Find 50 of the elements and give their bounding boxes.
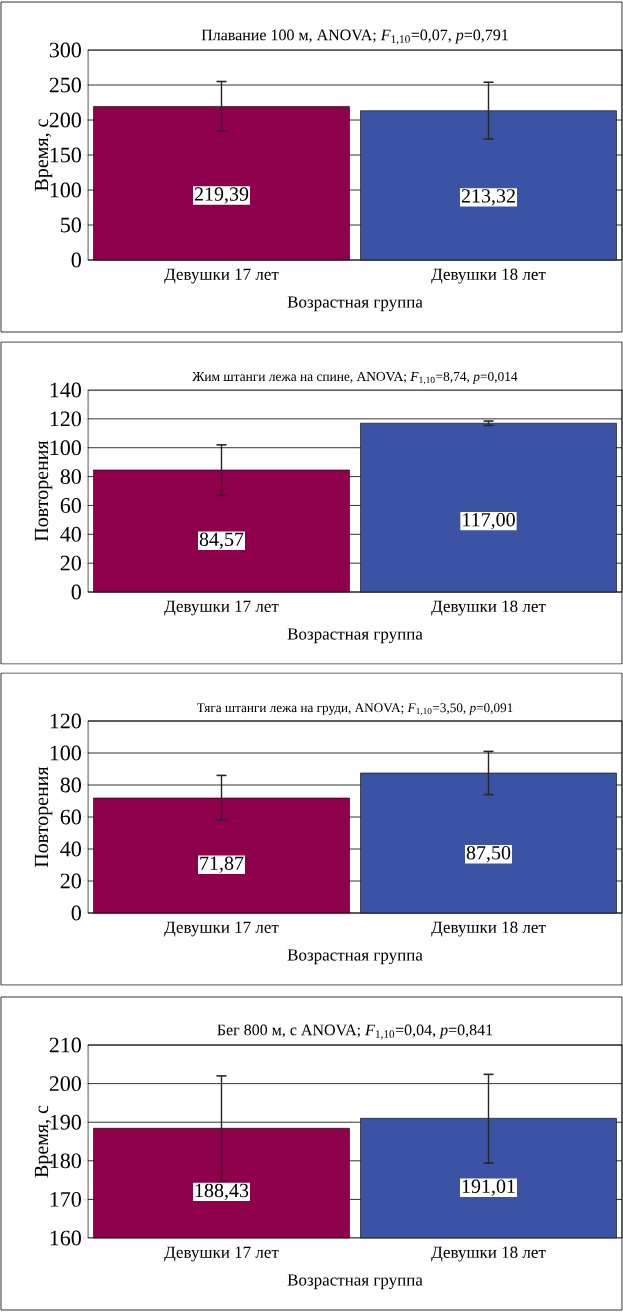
x-axis-title: Возрастная группа xyxy=(287,949,423,965)
data-label: 213,32 xyxy=(461,189,515,206)
y-tick-label: 40 xyxy=(60,841,81,857)
y-tick-label: 200 xyxy=(49,1076,81,1092)
y-tick-label: 50 xyxy=(61,217,81,233)
y-tick-label: 160 xyxy=(50,1230,81,1246)
data-label: 71,87 xyxy=(200,856,244,873)
x-tick-label: Девушки 17 лет xyxy=(164,1246,279,1262)
y-tick-label: 60 xyxy=(60,809,81,825)
x-tick-label: Девушки 18 лет xyxy=(431,600,546,616)
y-tick-label: 300 xyxy=(49,42,81,58)
x-tick-label: Девушки 17 лет xyxy=(164,268,279,284)
y-tick-label: 0 xyxy=(71,252,81,268)
y-axis-title: Повторения xyxy=(34,766,53,868)
y-tick-label: 120 xyxy=(50,411,81,427)
y-axis-title: Время, с xyxy=(34,1105,53,1178)
chart-title: Бег 800 м, с ANOVA; F$_{1,10}$=0,04, p=0,841 xyxy=(217,1024,493,1040)
data-label: 84,57 xyxy=(199,532,244,549)
y-tick-label: 170 xyxy=(50,1191,81,1207)
y-tick-label: 180 xyxy=(50,1153,81,1169)
y-tick-label: 140 xyxy=(50,382,81,398)
x-tick-label: Девушки 17 лет xyxy=(164,600,279,616)
y-tick-label: 20 xyxy=(60,555,81,571)
y-tick-label: 60 xyxy=(60,498,81,513)
y-tick-label: 20 xyxy=(60,873,81,889)
y-tick-label: 0 xyxy=(71,584,81,600)
y-tick-label: 80 xyxy=(60,469,81,485)
chart-title: Плавание 100 м, ANOVA; F$_{1,10}$=0,07, p=0,791 xyxy=(201,29,508,45)
y-tick-label: 80 xyxy=(60,777,81,793)
data-label: 219,39 xyxy=(194,187,249,204)
x-tick-label: Девушки 18 лет xyxy=(431,1246,546,1262)
y-tick-label: 0 xyxy=(71,905,81,921)
y-tick-label: 190 xyxy=(50,1114,81,1130)
y-tick-label: 210 xyxy=(49,1037,81,1053)
data-label: 87,50 xyxy=(466,846,511,863)
x-axis-title: Возрастная группа xyxy=(287,628,423,644)
y-tick-label: 120 xyxy=(50,713,81,729)
x-axis-title: Возрастная группа xyxy=(287,1274,423,1290)
y-tick-label: 250 xyxy=(49,77,81,93)
x-axis-title: Возрастная группа xyxy=(287,296,423,312)
chart-title: Тяга штанги лежа на груди, ANOVA; F$_{1,10}$=3,50, p=0,091 xyxy=(196,703,513,716)
chart-title: Жим штанги лежа на спине, ANOVA; F$_{1,10}$=8,74, p=0,014 xyxy=(192,371,518,385)
x-tick-label: Девушки 17 лет xyxy=(164,921,279,937)
x-tick-label: Девушки 18 лет xyxy=(431,268,546,284)
data-label: 117,00 xyxy=(463,512,515,530)
y-tick-label: 40 xyxy=(60,526,81,542)
data-label: 188,43 xyxy=(195,1183,249,1201)
x-tick-label: Девушки 18 лет xyxy=(431,921,546,937)
data-label: 191,01 xyxy=(462,1179,515,1196)
y-tick-label: 100 xyxy=(50,745,81,761)
